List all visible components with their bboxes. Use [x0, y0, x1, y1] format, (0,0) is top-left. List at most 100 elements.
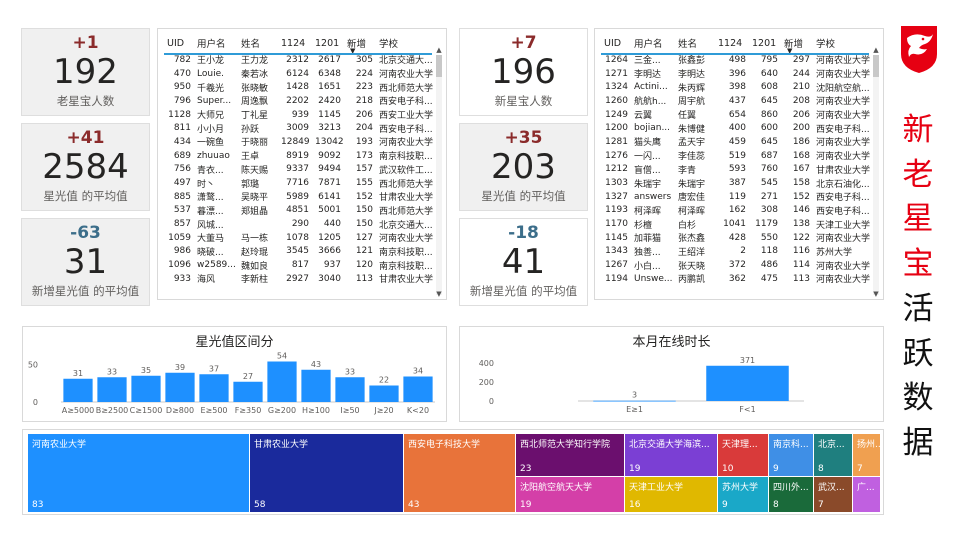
table-row[interactable]: 782 王小龙 王力龙 2312 2617 305 北京交通大... [164, 53, 434, 67]
table-row[interactable]: 1271 李明达 李明达 396 640 244 河南农业大学 [601, 67, 871, 81]
scroll-down-icon[interactable]: ▼ [436, 290, 442, 298]
table-cell: 河南农业大学 [816, 70, 871, 81]
table-scrollbar[interactable]: ▲ ▼ [873, 46, 879, 298]
sort-desc-icon[interactable]: ▼ [787, 47, 793, 55]
table-row[interactable]: 1343 独善... 王绍洋 2 118 116 苏州大学 [601, 245, 871, 259]
column-header[interactable]: UID [604, 37, 622, 49]
treemap-value: 9 [722, 500, 728, 510]
table-scrollbar[interactable]: ▲ ▼ [436, 46, 442, 298]
table-row[interactable]: 1193 柯泽晖 柯泽晖 162 308 146 西安电子科... [601, 204, 871, 218]
column-header[interactable]: 1124 [718, 37, 743, 49]
column-header[interactable]: 用户名 [197, 39, 226, 50]
table-cell: 3040 [318, 273, 341, 284]
column-header[interactable]: UID [167, 37, 185, 49]
table-cell [238, 217, 278, 231]
column-header[interactable]: 1124 [281, 37, 306, 49]
table-row[interactable]: 811 小小月 孙跃 3009 3213 204 西安电子科... [164, 121, 434, 135]
table-cell: 687 [760, 150, 778, 161]
table-cell: 1096 [168, 260, 191, 271]
table-row[interactable]: 1059 大董马 马一栋 1078 1205 127 河南农业大学 [164, 231, 434, 245]
treemap-cell[interactable]: 北京... 8 [814, 434, 852, 476]
table-cell: 3009 [286, 123, 309, 134]
chart-title: 本月在线时长 [632, 335, 711, 350]
treemap-cell[interactable]: 沈阳航空航天大学 19 [516, 477, 624, 512]
table-row[interactable]: 1170 杉檀 白杉 1041 1179 138 天津工业大学 [601, 217, 871, 231]
treemap-cell[interactable]: 西安电子科技大学 43 [404, 434, 515, 512]
table-row[interactable]: 689 zhuuao 王卓 8919 9092 173 南京科技职... [164, 149, 434, 163]
table-row[interactable]: 1281 猫头鹰 孟天宇 459 645 186 河南农业大学 [601, 135, 871, 149]
table-cell: 张杰鑫 [678, 234, 706, 245]
treemap-cell[interactable]: 北京交通大学海滨... 19 [625, 434, 717, 476]
table-cell: 210 [792, 82, 810, 93]
table-cell: 2312 [286, 54, 309, 65]
table-cell: 朱瑞宇 [678, 179, 706, 190]
column-header[interactable]: 1201 [752, 37, 777, 49]
x-tick-label: K<20 [407, 406, 429, 415]
treemap-cell[interactable]: 扬州... 7 [853, 434, 880, 476]
treemap-cell[interactable]: 甘肃农业大学 58 [250, 434, 403, 512]
column-header[interactable]: 姓名 [241, 39, 261, 50]
table-row[interactable]: 1128 大师兄 丁礼星 939 1145 206 西安工业大学 [164, 108, 434, 122]
side-title-char: 宝 [902, 246, 934, 283]
table-row[interactable]: 1303 朱瑞宇 朱瑞宇 387 545 158 北京石油化... [601, 176, 871, 190]
table-cell: 晓破... [197, 247, 224, 258]
table-row[interactable]: 1267 小白... 张天晓 372 486 114 河南农业大学 [601, 258, 871, 272]
table-row[interactable]: 885 潇鹜... 吴晓平 5989 6141 152 甘肃农业大学 [164, 190, 434, 204]
table-row[interactable]: 857 风城... 290 440 150 北京交通大... [164, 217, 434, 231]
table-row[interactable]: 470 Louie. 秦若冰 6124 6348 224 河南农业大学 [164, 67, 434, 81]
table-row[interactable]: 1276 一闪... 李佳蕊 519 687 168 河南农业大学 [601, 149, 871, 163]
scroll-up-icon[interactable]: ▲ [436, 46, 442, 54]
scroll-thumb[interactable] [873, 55, 879, 77]
table-row[interactable]: 1264 三金... 张鑫彭 498 795 297 河南农业大学 [601, 53, 871, 67]
table-cell: 任翼 [678, 111, 697, 122]
table-row[interactable]: 796 Super... 周逸飘 2202 2420 218 西安电子科... [164, 94, 434, 108]
table-row[interactable]: 1194 Unswe... 丙鹏凯 362 475 113 河南农业大学 [601, 272, 871, 286]
treemap-cell[interactable]: 广... [853, 477, 880, 512]
column-header[interactable]: 姓名 [678, 39, 698, 50]
scroll-down-icon[interactable]: ▼ [873, 290, 879, 298]
kpi-delta: +41 [66, 128, 105, 148]
table-row[interactable]: 1327 answers 唐宏佳 119 271 152 西安电子科... [601, 190, 871, 204]
sort-desc-icon[interactable]: ▼ [350, 47, 356, 55]
scroll-thumb[interactable] [436, 55, 442, 77]
treemap-cell[interactable]: 河南农业大学 83 [28, 434, 249, 512]
column-header[interactable]: 1201 [315, 37, 340, 49]
table-row[interactable]: 1212 盲僧... 李青 593 760 167 甘肃农业大学 [601, 163, 871, 177]
side-title-char: 新 [902, 112, 934, 148]
table-row[interactable]: 1249 云翼 任翼 654 860 206 河南农业大学 [601, 108, 871, 122]
table-row[interactable]: 756 青衣... 陈天赐 9337 9494 157 武汉软件工... [164, 163, 434, 177]
treemap-cell[interactable]: 天津理... 10 [718, 434, 768, 476]
kpi-value: 203 [491, 147, 556, 187]
column-header[interactable]: 学校 [816, 39, 836, 50]
treemap-cell[interactable]: 苏州大学 9 [718, 477, 768, 512]
bar [267, 361, 297, 402]
column-header[interactable]: 新增 ▼ [784, 39, 804, 55]
column-header[interactable]: 学校 [379, 39, 399, 50]
table-row[interactable]: 933 海风 李新柱 2927 3040 113 甘肃农业大学 [164, 272, 434, 286]
scroll-up-icon[interactable]: ▲ [873, 46, 879, 54]
table-row[interactable]: 434 一碗鱼 于晓丽 12849 13042 193 河南农业大学 [164, 135, 434, 149]
treemap-cell[interactable]: 武汉... 7 [814, 477, 852, 512]
treemap-cell[interactable]: 南京科... 9 [769, 434, 813, 476]
side-title-char: 活 [902, 290, 934, 327]
table-row[interactable]: 950 千羲光 张晓敏 1428 1651 223 西北师范大学 [164, 80, 434, 94]
table-row[interactable]: 1260 航航h... 周宇航 437 645 208 河南农业大学 [601, 94, 871, 108]
table-row[interactable]: 537 暮漂... 郑姐晶 4851 5001 150 西北师范大学 [164, 204, 434, 218]
table-row[interactable]: 1096 w2589... 魏如良 817 937 120 南京科技职... [164, 258, 434, 272]
side-title: 新老星宝活跃数据 [896, 108, 940, 466]
column-header[interactable]: 新增 ▼ [347, 39, 367, 55]
table-row[interactable]: 986 晓破... 赵玲琨 3545 3666 121 南京科技职... [164, 245, 434, 259]
treemap-cell[interactable]: 四川外... 8 [769, 477, 813, 512]
table-row[interactable]: 497 时丶 郭璐 7716 7871 155 西北师范大学 [164, 176, 434, 190]
treemap-cell[interactable]: 西北师范大学知行学院 23 [516, 434, 624, 476]
treemap-cell[interactable]: 天津工业大学 16 [625, 477, 717, 512]
table-cell: 郭璐 [241, 179, 260, 190]
column-header[interactable]: 用户名 [634, 39, 663, 50]
table-cell: 7871 [318, 178, 341, 189]
table-row[interactable]: 1145 加菲猫 张杰鑫 428 550 122 河南农业大学 [601, 231, 871, 245]
table-cell: 167 [792, 164, 810, 175]
treemap-value: 23 [520, 464, 532, 474]
table-row[interactable]: 1324 Actini... 朱丙辉 398 608 210 沈阳航空航... [601, 80, 871, 94]
table-row[interactable]: 1200 bojian... 朱博健 400 600 200 西安电子科... [601, 121, 871, 135]
table-cell: 1078 [286, 232, 309, 243]
